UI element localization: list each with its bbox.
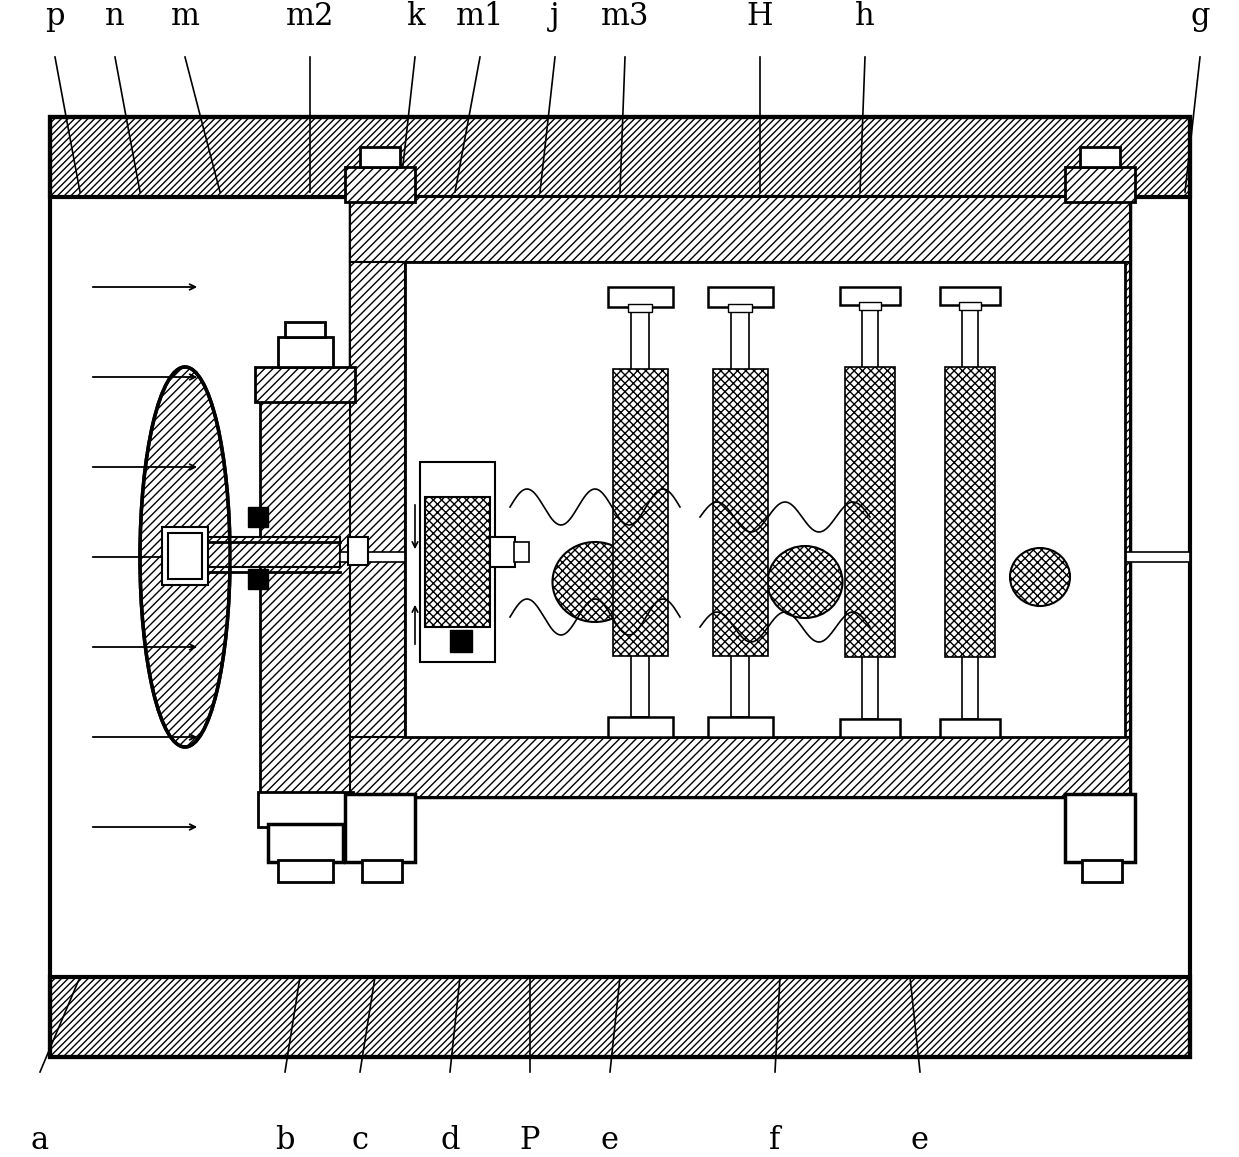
Text: e: e (601, 1125, 620, 1156)
Bar (1066, 167, 1135, 202)
Text: c: c (352, 1125, 368, 1156)
Bar (420, 462, 496, 662)
Bar (840, 287, 900, 305)
Bar (940, 287, 1000, 305)
Bar (450, 631, 472, 653)
Bar (339, 552, 1189, 562)
Bar (607, 717, 673, 737)
Bar (945, 367, 995, 657)
Bar (260, 397, 349, 797)
Ellipse shape (1010, 548, 1070, 606)
Text: m3: m3 (601, 1, 649, 32)
Text: h: h (855, 1, 875, 32)
Bar (731, 307, 750, 717)
Bar (940, 718, 1000, 737)
Bar (278, 860, 333, 882)
Bar (612, 368, 668, 656)
Bar (425, 498, 489, 627)
Bar (840, 718, 900, 737)
Bar (729, 304, 752, 312)
Bar (258, 793, 353, 827)
Text: m: m (171, 1, 199, 32)
Bar (349, 261, 405, 737)
Text: a: a (31, 1125, 50, 1156)
Bar (162, 526, 208, 585)
Bar (285, 322, 325, 337)
Bar (628, 304, 652, 312)
Bar (489, 537, 515, 567)
Text: m1: m1 (456, 1, 504, 32)
Bar (349, 197, 1130, 797)
Bar (348, 537, 368, 565)
Bar (514, 541, 529, 562)
Text: j: j (550, 1, 560, 32)
Bar (50, 117, 1189, 1057)
Bar (248, 569, 268, 589)
Bar (278, 337, 333, 367)
Bar (344, 794, 415, 862)
Text: H: H (747, 1, 773, 32)
Text: k: k (405, 1, 424, 32)
Bar (707, 717, 772, 737)
Text: b: b (275, 1125, 295, 1156)
Bar (707, 287, 772, 307)
Bar (961, 305, 978, 718)
Bar (1082, 860, 1123, 882)
Bar (169, 533, 202, 578)
Bar (255, 367, 356, 401)
Bar (712, 368, 767, 656)
Ellipse shape (553, 541, 638, 622)
Bar (959, 302, 981, 310)
Bar (631, 307, 649, 717)
Bar (859, 302, 881, 310)
Text: m2: m2 (286, 1, 335, 32)
Bar (344, 167, 415, 202)
Text: n: n (105, 1, 125, 32)
Bar (268, 824, 343, 862)
Bar (405, 261, 1125, 737)
Text: p: p (46, 1, 64, 32)
Text: g: g (1191, 1, 1209, 32)
Bar (607, 287, 673, 307)
Bar (1075, 261, 1130, 737)
Text: f: f (769, 1125, 781, 1156)
Bar (1066, 794, 1135, 862)
Ellipse shape (767, 546, 843, 618)
Bar (862, 305, 878, 718)
Bar (204, 537, 339, 567)
Ellipse shape (140, 367, 230, 747)
Bar (50, 117, 1189, 197)
Bar (50, 977, 1189, 1057)
Text: e: e (911, 1125, 929, 1156)
Bar (845, 367, 895, 657)
Bar (362, 860, 401, 882)
Text: P: P (519, 1125, 540, 1156)
Bar (248, 507, 268, 526)
Bar (349, 737, 1130, 797)
Bar (1080, 147, 1120, 167)
Text: d: d (440, 1125, 460, 1156)
Bar (349, 197, 1130, 261)
Bar (361, 147, 400, 167)
